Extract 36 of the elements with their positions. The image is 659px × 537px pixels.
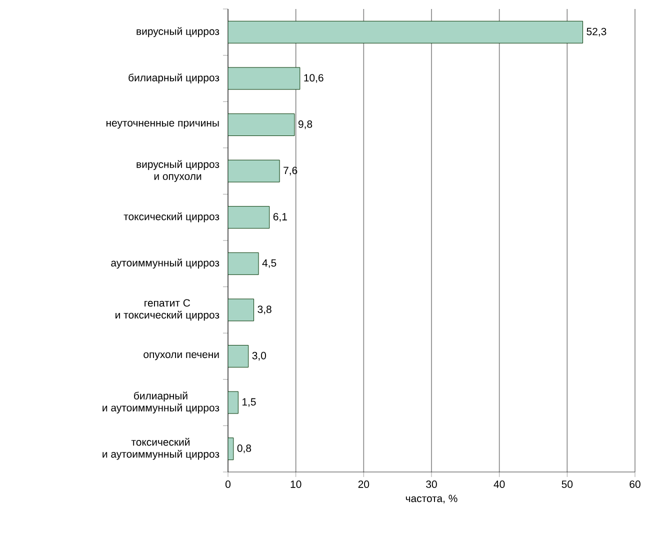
bar: [228, 113, 295, 136]
x-tick-label: 10: [290, 480, 302, 488]
x-tick-label: 0: [226, 480, 231, 488]
y-tick-label: токсический цирроз: [124, 212, 220, 222]
y-tick-label: неуточненные причины: [106, 120, 219, 129]
y-tick-label: билиарный и аутоиммунный цирроз: [102, 392, 220, 414]
bar: [228, 252, 259, 275]
y-tick-label: вирусный цирроз и опухоли: [136, 160, 220, 182]
bar: [228, 344, 249, 368]
data-label: 1,5: [242, 398, 256, 407]
x-tick-label: 60: [630, 480, 640, 488]
data-label: 3,0: [252, 352, 266, 361]
bar: [228, 298, 254, 322]
x-axis-title: частота, %: [406, 494, 458, 504]
y-tick-label: опухоли печени: [144, 352, 219, 360]
x-tick-label: 30: [426, 480, 437, 488]
bar: [228, 20, 584, 44]
bar: [228, 67, 300, 90]
data-label: 6,1: [273, 213, 287, 222]
x-tick-label: 50: [562, 480, 573, 488]
data-label: 3,8: [258, 306, 272, 314]
data-label: 4,5: [262, 259, 276, 268]
y-tick-label: гепатит С и токсический цирроз: [116, 299, 220, 321]
y-tick-label: токсический и аутоиммунный цирроз: [102, 438, 220, 460]
x-tick-label: 20: [358, 480, 370, 488]
y-tick-label: вирусный цирроз: [136, 27, 220, 38]
x-tick-label: 40: [494, 480, 505, 488]
data-label: 0,8: [237, 444, 252, 454]
y-tick-label: билиарный цирроз: [128, 73, 220, 84]
data-label: 52,3: [586, 28, 606, 36]
bar: [228, 206, 270, 229]
data-label: 10,6: [304, 74, 324, 83]
data-label: 7,6: [284, 166, 298, 176]
data-label: 9,8: [298, 120, 312, 130]
y-tick-label: аутоиммунный цирроз: [111, 258, 220, 269]
bar: [228, 160, 280, 182]
